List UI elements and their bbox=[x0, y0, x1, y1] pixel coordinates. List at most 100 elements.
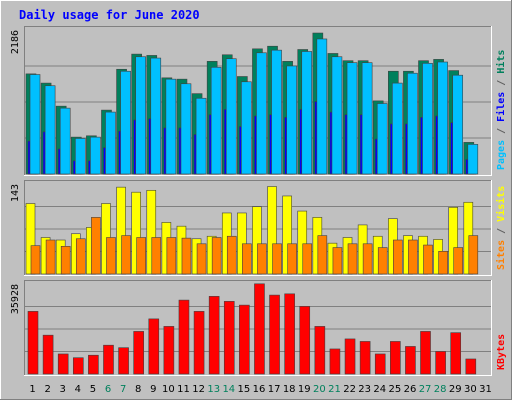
bar-kbytes-day-14 bbox=[223, 301, 235, 375]
bar-sites-day-6 bbox=[106, 237, 116, 275]
bar-kbytes-day-29 bbox=[450, 332, 462, 375]
legend-entry: / bbox=[496, 222, 507, 240]
bar-pages-day-3 bbox=[59, 107, 71, 175]
bar-sites-day-20 bbox=[317, 235, 328, 275]
y-axis-max-label: 2186 bbox=[10, 30, 21, 54]
legend-entry: / bbox=[496, 122, 507, 140]
bar-pages-day-9 bbox=[150, 57, 162, 175]
bar-kbytes-day-15 bbox=[239, 304, 250, 375]
legend-entry: Hits bbox=[495, 50, 507, 74]
panel-kbytes: 35928 KBytes bbox=[10, 280, 507, 376]
bar-sites-day-18 bbox=[287, 243, 297, 275]
bar-sites-day-26 bbox=[408, 239, 418, 275]
bar-kbytes-day-9 bbox=[148, 318, 160, 375]
x-tick-label-day-28: 28 bbox=[434, 384, 447, 395]
x-tick-label-day-14: 14 bbox=[222, 384, 235, 395]
bar-sites-day-15 bbox=[242, 243, 252, 275]
bar-visits-day-9 bbox=[146, 189, 157, 275]
bar-sites-day-9 bbox=[151, 237, 162, 275]
bar-pages-day-6 bbox=[105, 111, 116, 175]
x-tick-label-day-4: 4 bbox=[75, 384, 81, 395]
bar-pages-day-19 bbox=[301, 51, 313, 175]
bar-visits-day-18 bbox=[282, 195, 292, 275]
panel-hits-files-pages: 2186 Pages / Files / Hits bbox=[10, 26, 507, 176]
bar-kbytes-day-8 bbox=[133, 331, 144, 375]
bar-sites-day-17 bbox=[272, 243, 282, 275]
bar-visits-day-17 bbox=[267, 186, 277, 275]
bar-sites-day-27 bbox=[423, 244, 433, 275]
x-tick-label-day-20: 20 bbox=[313, 384, 326, 395]
x-tick-label-day-7: 7 bbox=[120, 384, 126, 395]
x-tick-label-day-31: 31 bbox=[479, 384, 492, 395]
series-legend-label: Sites / Visits bbox=[495, 186, 507, 270]
bar-sites-day-11 bbox=[181, 237, 192, 275]
bar-kbytes-day-10 bbox=[163, 326, 175, 375]
x-tick-label-day-21: 21 bbox=[328, 384, 341, 395]
bar-kbytes-day-26 bbox=[405, 346, 416, 375]
x-tick-label-day-18: 18 bbox=[283, 384, 296, 395]
bar-sites-day-23 bbox=[362, 243, 373, 275]
bar-kbytes-day-16 bbox=[254, 283, 265, 375]
bar-kbytes-day-4 bbox=[72, 357, 84, 375]
bar-kbytes-day-13 bbox=[208, 296, 220, 375]
bar-sites-day-12 bbox=[196, 243, 207, 275]
legend-entry: / bbox=[496, 74, 507, 92]
bar-sites-day-2 bbox=[45, 239, 56, 275]
bar-pages-day-13 bbox=[210, 66, 222, 175]
x-tick-label-day-5: 5 bbox=[90, 384, 96, 395]
bar-sites-day-3 bbox=[60, 246, 71, 275]
x-tick-label-day-16: 16 bbox=[253, 384, 266, 395]
bar-kbytes-day-12 bbox=[193, 311, 205, 375]
bar-kbytes-day-6 bbox=[103, 344, 114, 375]
bar-pages-day-12 bbox=[195, 97, 207, 175]
y-axis-max-label: 143 bbox=[10, 184, 21, 202]
bar-pages-day-10 bbox=[165, 78, 177, 175]
bar-pages-day-29 bbox=[452, 74, 464, 175]
bar-pages-day-8 bbox=[135, 56, 146, 175]
x-tick-label-day-19: 19 bbox=[298, 384, 311, 395]
x-tick-label-day-11: 11 bbox=[177, 384, 190, 395]
bar-pages-day-15 bbox=[241, 81, 252, 175]
bar-kbytes-day-28 bbox=[435, 351, 446, 375]
bar-kbytes-day-7 bbox=[118, 347, 129, 375]
bar-kbytes-day-27 bbox=[420, 331, 431, 375]
bar-sites-day-10 bbox=[166, 237, 177, 275]
bar-pages-day-22 bbox=[346, 62, 358, 175]
bar-kbytes-day-1 bbox=[27, 311, 39, 375]
bar-sites-day-30 bbox=[468, 235, 479, 275]
bar-kbytes-day-23 bbox=[359, 341, 371, 375]
bar-visits-day-15 bbox=[237, 212, 247, 275]
bar-kbytes-day-19 bbox=[299, 306, 311, 375]
bar-pages-day-5 bbox=[90, 136, 101, 175]
bar-kbytes-day-30 bbox=[465, 358, 477, 375]
bar-kbytes-day-18 bbox=[284, 293, 295, 375]
bar-pages-day-24 bbox=[376, 103, 388, 175]
legend-entry: KBytes bbox=[496, 334, 507, 370]
bar-pages-day-4 bbox=[74, 138, 86, 175]
x-tick-label-day-9: 9 bbox=[150, 384, 156, 395]
bar-pages-day-30 bbox=[467, 144, 479, 175]
bar-pages-day-16 bbox=[256, 52, 267, 175]
panel-visits-sites: 143 Sites / Visits bbox=[10, 180, 507, 276]
bar-kbytes-day-24 bbox=[374, 353, 386, 375]
x-tick-label-day-6: 6 bbox=[105, 384, 111, 395]
bar-visits-day-19 bbox=[297, 210, 308, 275]
bar-sites-day-29 bbox=[453, 247, 464, 275]
bar-kbytes-day-20 bbox=[314, 326, 326, 375]
bar-kbytes-day-3 bbox=[57, 353, 69, 375]
bar-pages-day-27 bbox=[422, 63, 433, 175]
bar-pages-day-25 bbox=[392, 82, 403, 175]
x-tick-label-day-3: 3 bbox=[60, 384, 66, 395]
chart-title: Daily usage for June 2020 bbox=[19, 8, 200, 22]
bar-pages-day-23 bbox=[361, 62, 373, 175]
bar-sites-day-19 bbox=[302, 243, 313, 275]
bar-pages-day-1 bbox=[29, 74, 41, 175]
bar-pages-day-28 bbox=[437, 61, 448, 175]
bar-sites-day-14 bbox=[226, 235, 237, 275]
bar-pages-day-18 bbox=[286, 65, 297, 175]
bar-sites-day-5 bbox=[91, 217, 101, 275]
legend-entry: Files bbox=[495, 92, 507, 122]
bar-sites-day-28 bbox=[438, 251, 448, 275]
bar-kbytes-day-5 bbox=[88, 354, 99, 375]
x-tick-label-day-29: 29 bbox=[449, 384, 462, 395]
